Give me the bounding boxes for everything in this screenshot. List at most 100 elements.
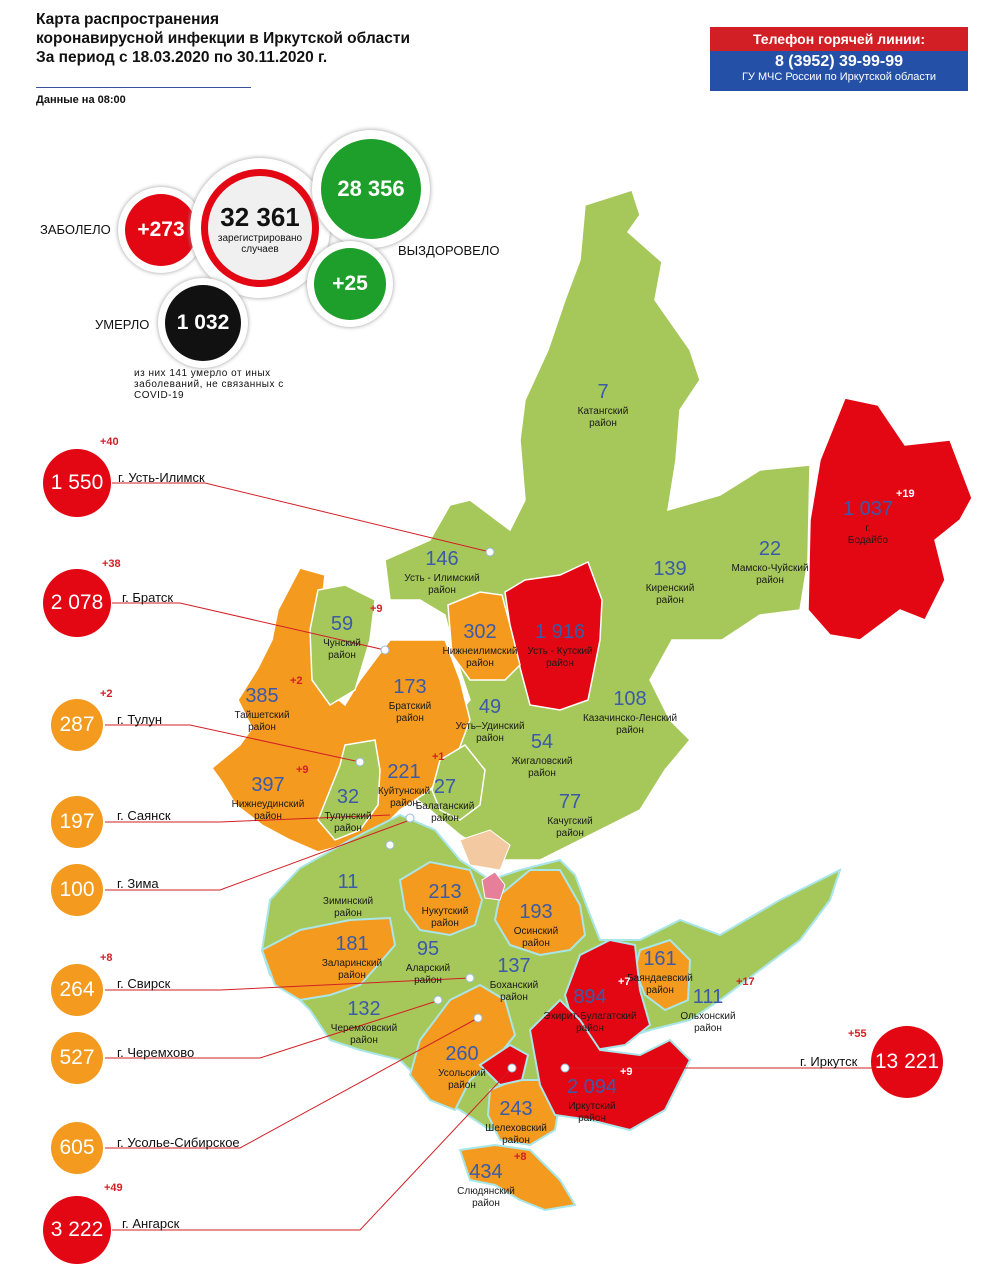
district-name: район bbox=[556, 828, 584, 839]
district-shape-slyudyansky[interactable] bbox=[458, 1143, 577, 1212]
district-name: Иркутский bbox=[568, 1101, 615, 1112]
district-name: Качугский bbox=[547, 816, 592, 827]
city-dot-irkutsk bbox=[560, 1063, 570, 1073]
district-shape-shelekhovsky[interactable] bbox=[486, 1079, 562, 1147]
deaths-circle: 1 032 bbox=[165, 285, 241, 361]
district-name: г. bbox=[865, 523, 870, 534]
total-cases-label: зарегистрировано случаев bbox=[217, 232, 303, 255]
district-shape-osinsky[interactable] bbox=[493, 869, 587, 957]
city-name: г. Братск bbox=[122, 590, 174, 605]
district-name: Нижнеудинский bbox=[232, 799, 305, 810]
district-value: 434 bbox=[469, 1161, 502, 1183]
district-name: Катангский bbox=[578, 406, 629, 417]
city-bubble[interactable]: 13 221 bbox=[871, 1026, 943, 1098]
district-value: 213 bbox=[428, 881, 461, 903]
district-shape-zalarinsky[interactable] bbox=[260, 916, 397, 1002]
city-dot-cheremkhovo bbox=[433, 995, 443, 1005]
district-name: Братский bbox=[389, 701, 431, 712]
total-cases-bubble: 32 361 зарегистрировано случаев bbox=[190, 158, 330, 298]
district-name: Нукутский bbox=[422, 906, 469, 917]
new-cases-circle: +273 bbox=[125, 194, 197, 266]
city-value: 197 bbox=[59, 810, 95, 833]
district-name: Ольхонский bbox=[680, 1011, 735, 1022]
city-value: 605 bbox=[59, 1136, 95, 1159]
district-name: Боханский bbox=[490, 980, 539, 991]
district-name: Нижнеилимский bbox=[442, 646, 517, 657]
city-dot-sayansk bbox=[405, 813, 415, 823]
district-delta: +9 bbox=[620, 1066, 633, 1078]
district-name: район bbox=[656, 595, 684, 606]
deaths-value: 1 032 bbox=[176, 311, 230, 334]
district-name: район bbox=[589, 418, 617, 429]
district-shape-katangsky[interactable] bbox=[384, 189, 811, 861]
district-value: 7 bbox=[597, 381, 608, 403]
city-value: 264 bbox=[59, 978, 95, 1001]
district-shape-irkutsky[interactable] bbox=[528, 998, 692, 1132]
city-bubble[interactable]: 264 bbox=[51, 964, 103, 1016]
district-name: район bbox=[414, 975, 442, 986]
city-bubble[interactable]: 3 222 bbox=[43, 1196, 111, 1264]
district-shape-tulunsky[interactable] bbox=[317, 739, 381, 841]
city-delta: +55 bbox=[848, 1028, 867, 1040]
district-name: Куйтунский bbox=[378, 786, 430, 797]
district-value: 95 bbox=[417, 938, 439, 960]
district-name: Заларинский bbox=[322, 958, 382, 969]
city-bubble[interactable]: 100 bbox=[51, 864, 103, 916]
city-bubble[interactable]: 527 bbox=[51, 1032, 103, 1084]
district-shape-chunsky[interactable] bbox=[309, 584, 376, 706]
city-bubble[interactable]: 197 bbox=[51, 796, 103, 848]
district-delta: +9 bbox=[370, 603, 383, 615]
hotline-org: ГУ МЧС России по Иркутской области bbox=[741, 71, 937, 83]
connector-ust-ilimsk bbox=[112, 482, 491, 553]
connector-bratsk bbox=[112, 602, 386, 651]
city-bubble[interactable]: 2 078 bbox=[43, 569, 111, 637]
total-cases-value: 32 361 bbox=[220, 201, 300, 232]
district-delta: +1 bbox=[432, 751, 445, 763]
city-value: 1 550 bbox=[50, 471, 104, 494]
district-labels: 7 Катангский район 1 037 г.Бодайбо +19 22 Мамск… bbox=[232, 381, 915, 1209]
district-name: район bbox=[431, 918, 459, 929]
district-value: 397 bbox=[251, 774, 284, 796]
district-shape-balagansky[interactable] bbox=[431, 744, 486, 821]
recovered-new-value: +25 bbox=[332, 272, 368, 295]
city-value: 527 bbox=[59, 1046, 95, 1069]
city-value: 13 221 bbox=[874, 1050, 940, 1073]
city-bubble[interactable]: 287 bbox=[51, 699, 103, 751]
city-dot-svirsk bbox=[465, 973, 475, 983]
district-value: 11 bbox=[338, 871, 359, 893]
district-name: Тулунский bbox=[324, 811, 371, 822]
city-dot-zima bbox=[385, 840, 395, 850]
district-value: 54 bbox=[531, 731, 553, 753]
district-shape-irkutsk-city[interactable] bbox=[478, 1043, 530, 1087]
city-name: г. Саянск bbox=[117, 808, 171, 823]
district-name: район bbox=[576, 1023, 604, 1034]
district-value: 894 bbox=[573, 986, 606, 1008]
district-name: Тайшетский bbox=[234, 710, 289, 721]
district-value: 49 bbox=[479, 696, 501, 718]
district-name: район bbox=[472, 1198, 500, 1209]
city-name: г. Усть-Илимск bbox=[118, 470, 205, 485]
district-name: район bbox=[502, 1135, 530, 1146]
district-shape-nukutsky[interactable] bbox=[398, 860, 484, 937]
city-name: г. Зима bbox=[117, 876, 159, 891]
district-name: район bbox=[350, 1035, 378, 1046]
district-value: 111 bbox=[693, 986, 723, 1008]
recovered-label: ВЫЗДОРОВЕЛО bbox=[398, 243, 500, 258]
district-shape-bodaibo[interactable] bbox=[807, 397, 973, 641]
city-bubble[interactable]: 605 bbox=[51, 1122, 103, 1174]
district-name: район bbox=[390, 798, 418, 809]
city-bubble[interactable]: 1 550 bbox=[43, 449, 111, 517]
district-name: район bbox=[334, 908, 362, 919]
district-name: район bbox=[466, 658, 494, 669]
district-name: район bbox=[334, 823, 362, 834]
total-cases-inner: 32 361 зарегистрировано случаев bbox=[208, 176, 312, 280]
city-value: 287 bbox=[59, 713, 95, 736]
district-value: 132 bbox=[347, 998, 380, 1020]
district-name: Черемховский bbox=[331, 1023, 397, 1034]
hotline-phone[interactable]: 8 (3952) 39-99-99 bbox=[774, 53, 904, 70]
connector-usolye bbox=[105, 1017, 479, 1149]
district-shape-nizhneilimsky[interactable] bbox=[447, 591, 521, 681]
district-value: 221 bbox=[387, 761, 420, 783]
new-cases-value: +273 bbox=[137, 218, 185, 241]
